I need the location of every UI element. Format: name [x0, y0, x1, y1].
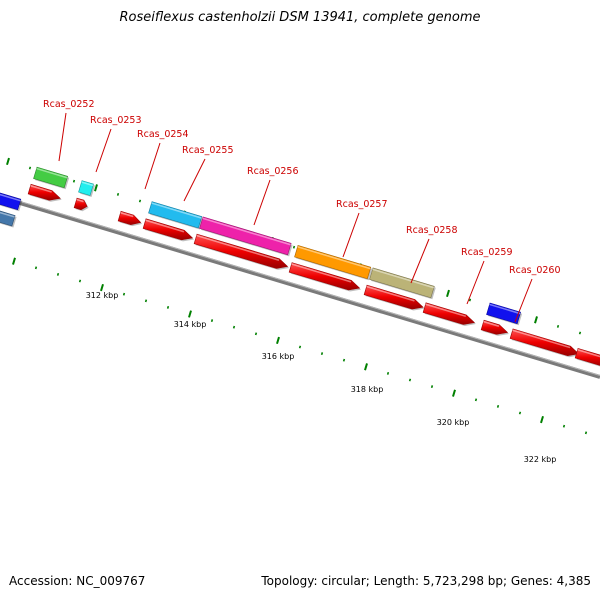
gene-label[interactable]: Rcas_0256 [247, 166, 299, 177]
sequence-backbone [0, 195, 600, 379]
gene-feature [78, 180, 95, 198]
gene-label[interactable]: Rcas_0258 [406, 225, 458, 236]
gene-label[interactable]: Rcas_0252 [43, 99, 95, 110]
gene-feature [199, 216, 293, 257]
gene-label[interactable]: Rcas_0259 [461, 247, 513, 258]
map-title: Roseiflexus castenholzii DSM 13941, comp… [119, 10, 481, 25]
scale-label: 316 kbp [262, 352, 295, 361]
cds-arrow [574, 348, 600, 367]
cds-arrow [193, 233, 290, 270]
label-leader-line [253, 179, 271, 226]
accession-text: Accession: NC_009767 [9, 574, 146, 588]
gene-feature [0, 210, 17, 228]
gene-feature [0, 192, 23, 212]
cds-arrow [288, 262, 362, 292]
gene-label[interactable]: Rcas_0254 [137, 129, 189, 140]
cds-arrow [480, 319, 509, 336]
scale-label: 318 kbp [351, 385, 384, 394]
gene-feature [148, 201, 204, 230]
cds-arrow [363, 284, 425, 311]
lower-tick-row [12, 257, 588, 435]
label-leader-line [410, 238, 430, 284]
gene-label[interactable]: Rcas_0260 [509, 265, 561, 276]
label-leader-line [144, 142, 161, 190]
cds-arrow [509, 328, 581, 358]
gene-label[interactable]: Rcas_0255 [182, 145, 234, 156]
label-leader-line [95, 128, 112, 173]
gene-feature [486, 302, 523, 326]
cds-arrow [422, 302, 476, 326]
scale-label: 322 kbp [524, 455, 557, 464]
gene-feature [369, 267, 436, 300]
label-leader-line [183, 158, 206, 202]
label-leader-line [466, 260, 485, 305]
label-leader-line [514, 278, 533, 323]
scale-label: 320 kbp [437, 418, 470, 427]
gene-feature [33, 166, 70, 190]
label-leader-line [58, 112, 67, 162]
cds-arrow [142, 218, 194, 242]
cds-arrow [27, 183, 62, 202]
cds-arrow [73, 197, 89, 212]
scale-label: 314 kbp [174, 320, 207, 329]
cds-arrow [117, 210, 143, 227]
scale-label: 312 kbp [86, 291, 119, 300]
gene-label[interactable]: Rcas_0257 [336, 199, 388, 210]
label-leader-line [342, 212, 360, 258]
genome-summary-text: Topology: circular; Length: 5,723,298 bp… [261, 574, 591, 588]
gene-label[interactable]: Rcas_0253 [90, 115, 142, 126]
gene-feature [294, 245, 373, 281]
